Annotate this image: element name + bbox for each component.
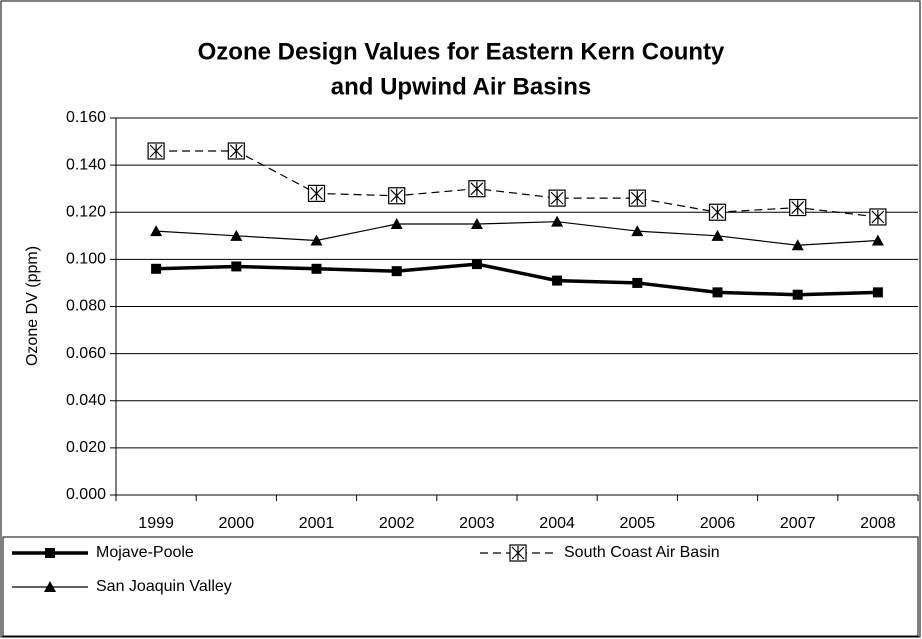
marker — [869, 208, 887, 226]
marker — [712, 287, 723, 298]
marker — [227, 142, 245, 160]
marker — [390, 218, 403, 230]
marker-asterisk — [630, 191, 644, 206]
y-tick-label: 0.080 — [66, 298, 106, 315]
marker — [791, 239, 804, 251]
marker — [147, 142, 165, 160]
chart-title: and Upwind Air Basins — [331, 73, 591, 100]
y-axis-label: Ozone DV (ppm) — [24, 246, 41, 366]
marker — [230, 229, 243, 241]
legend-box — [2, 536, 919, 637]
series-line — [156, 150, 878, 218]
marker — [628, 189, 646, 207]
x-tick-label: 2001 — [299, 515, 335, 532]
marker — [789, 198, 807, 217]
marker-asterisk — [310, 186, 323, 201]
y-tick-label: 0.160 — [66, 109, 106, 126]
marker — [310, 234, 323, 246]
marker — [311, 263, 322, 274]
marker — [388, 187, 406, 205]
x-tick-label: 2006 — [700, 515, 736, 532]
marker — [44, 581, 56, 592]
marker-asterisk — [791, 200, 805, 215]
y-tick-label: 0.000 — [66, 486, 106, 503]
marker — [711, 229, 724, 241]
y-tick-label: 0.040 — [66, 392, 106, 409]
marker-asterisk — [711, 205, 724, 220]
marker — [391, 266, 402, 277]
marker — [792, 289, 803, 300]
x-tick-label: 2002 — [379, 515, 415, 532]
y-tick-label: 0.100 — [66, 251, 106, 268]
marker — [551, 215, 564, 227]
marker — [631, 225, 644, 237]
chart-title: Ozone Design Values for Eastern Kern Cou… — [198, 38, 725, 65]
marker — [150, 225, 163, 237]
marker — [231, 261, 242, 272]
y-tick-label: 0.140 — [66, 156, 106, 173]
marker — [708, 203, 727, 221]
marker — [468, 180, 486, 198]
marker — [632, 277, 643, 288]
x-tick-label: 2003 — [459, 515, 495, 532]
x-tick-label: 1999 — [138, 515, 174, 532]
x-tick-label: 2004 — [539, 515, 575, 532]
y-tick-label: 0.020 — [66, 439, 106, 456]
marker — [45, 548, 55, 558]
marker-asterisk — [470, 181, 484, 196]
series-line — [156, 221, 878, 246]
marker — [470, 218, 483, 230]
marker-asterisk — [149, 143, 163, 158]
marker — [552, 275, 563, 286]
marker — [471, 259, 482, 270]
x-tick-label: 2008 — [860, 515, 896, 532]
marker-asterisk — [390, 188, 404, 203]
legend-label: San Joaquin Valley — [96, 578, 232, 595]
marker — [151, 263, 162, 274]
marker — [548, 189, 566, 207]
x-tick-label: 2005 — [620, 515, 656, 532]
legend-label: South Coast Air Basin — [564, 544, 720, 561]
marker-asterisk — [871, 209, 885, 224]
x-tick-label: 2007 — [780, 515, 816, 532]
y-tick-label: 0.060 — [66, 345, 106, 362]
marker — [509, 544, 527, 562]
marker-asterisk — [550, 191, 564, 206]
marker — [872, 287, 883, 298]
marker-asterisk — [511, 546, 525, 560]
marker — [307, 184, 326, 202]
y-tick-label: 0.120 — [66, 203, 106, 220]
x-tick-label: 2000 — [219, 515, 255, 532]
series-line — [156, 262, 878, 297]
marker-asterisk — [229, 143, 243, 158]
marker — [871, 234, 884, 246]
legend-label: Mojave-Poole — [96, 544, 194, 561]
